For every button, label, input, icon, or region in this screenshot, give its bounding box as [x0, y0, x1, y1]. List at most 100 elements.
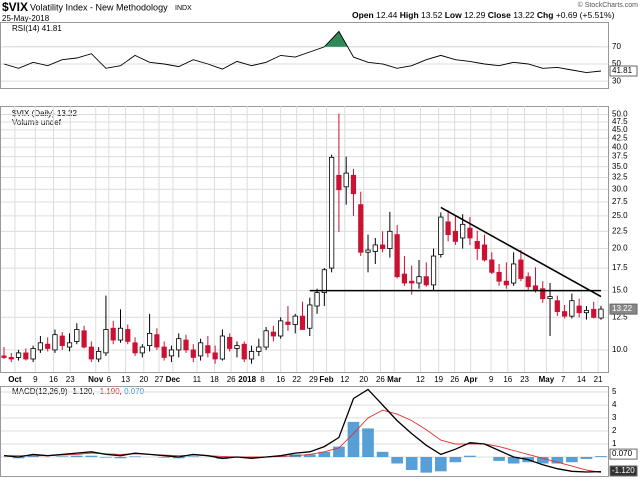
candle-body — [227, 336, 233, 349]
value: 13.52 — [421, 10, 443, 20]
candle-body — [299, 315, 306, 330]
label: Close — [488, 10, 511, 20]
x-tick-label: 14 — [577, 375, 586, 384]
x-tick-label: Mar — [387, 375, 401, 384]
x-tick-label: 11 — [193, 375, 202, 384]
date: 25-May-2018 — [2, 14, 50, 23]
rsi-overbought-area — [4, 31, 601, 47]
x-tick-label: 23 — [66, 375, 75, 384]
y-tick-label: 30.0 — [612, 184, 628, 193]
y-tick-label: 5 — [612, 387, 617, 396]
candle-body — [343, 172, 349, 188]
candle-body — [379, 244, 386, 249]
candle-body — [358, 204, 364, 253]
candle-body — [583, 310, 590, 314]
x-tick-label: 18 — [210, 375, 219, 384]
x-tick-label: Oct — [8, 375, 22, 384]
candle-body — [511, 263, 517, 284]
candle-body — [496, 271, 502, 282]
x-tick-label: 20 — [359, 375, 368, 384]
candle-body — [452, 230, 458, 242]
label: High — [400, 10, 419, 20]
candle-body — [110, 327, 116, 341]
price-label: $VIX (Daily) 13.22 — [12, 109, 77, 118]
x-tick-label: 12 — [416, 375, 425, 384]
candle-body — [314, 292, 320, 307]
candle-body — [569, 300, 575, 317]
histogram-bar — [435, 457, 447, 472]
last-value-box — [609, 465, 638, 477]
y-tick-label: 27.5 — [612, 197, 628, 206]
candle-body — [234, 345, 240, 349]
candle-body — [256, 346, 262, 352]
y-tick-label: 17.5 — [612, 263, 628, 272]
candle-body — [372, 244, 378, 252]
x-tick-label: 13 — [121, 375, 130, 384]
histogram-bar — [362, 428, 374, 458]
histogram-bar — [464, 455, 476, 458]
candle-body — [285, 321, 291, 325]
candle-body — [350, 174, 357, 195]
candle-body — [15, 352, 22, 358]
candle-body — [278, 320, 284, 337]
candle-body — [474, 241, 480, 249]
rsi-frame — [0, 22, 609, 89]
x-tick-label: 8 — [260, 375, 265, 384]
y-tick-label: 37.5 — [612, 152, 628, 161]
histogram-bar — [580, 457, 593, 459]
y-tick-label: 40.0 — [612, 142, 628, 151]
price-frame — [0, 106, 609, 373]
x-tick-label: 23 — [520, 375, 529, 384]
value: 12.44 — [376, 10, 398, 20]
rsi-line — [3, 30, 602, 74]
rsi-label: RSI(14) 41.81 — [12, 24, 62, 33]
histogram-bar — [420, 457, 433, 473]
y-tick-label: 50.0 — [612, 110, 628, 119]
candle-body — [125, 329, 131, 342]
y-tick-label: 42.5 — [612, 133, 628, 142]
histogram-bar — [493, 457, 505, 461]
x-tick-label: May — [539, 375, 555, 384]
candle-body — [212, 352, 218, 360]
candle-body — [66, 342, 73, 348]
candle-body — [401, 273, 408, 284]
y-tick-label: 15.0 — [612, 286, 628, 295]
candle-body — [547, 296, 553, 300]
histogram-bar — [129, 456, 141, 458]
candle-body — [423, 276, 429, 286]
histogram-bar — [303, 454, 316, 458]
price-last: 13.22 — [57, 109, 78, 118]
x-tick-label: Feb — [319, 375, 333, 384]
y-tick-label: 10.0 — [612, 345, 628, 354]
rsi-title: RSI(14) — [12, 24, 40, 33]
copyright: © StockCharts.com — [578, 1, 639, 9]
candle-body — [503, 280, 509, 286]
macd-line — [3, 388, 602, 473]
candle-body — [176, 338, 182, 351]
x-tick-label: 16 — [503, 375, 512, 384]
candle-body — [387, 230, 393, 249]
candle-body — [598, 308, 604, 319]
candle-body — [30, 348, 36, 360]
candle-body — [270, 331, 276, 337]
candle-body — [481, 244, 488, 261]
y-tick-label: 32.5 — [612, 173, 628, 182]
candle-body — [8, 357, 14, 360]
symbol: $VIX — [2, 0, 28, 14]
candle-body — [445, 221, 451, 236]
x-tick-label: 21 — [594, 375, 603, 384]
candle-body — [525, 276, 531, 288]
x-tick-label: 26 — [450, 375, 459, 384]
x-tick-label: 22 — [292, 375, 301, 384]
histogram-bar — [449, 457, 462, 463]
exchange: INDX — [175, 5, 192, 12]
candle-body — [365, 249, 371, 253]
x-tick-label: 29 — [309, 375, 318, 384]
histogram-bar — [187, 456, 200, 458]
candle-body — [45, 343, 51, 349]
x-tick-label: 7 — [561, 375, 566, 384]
last-value: 41.81 — [612, 66, 633, 75]
y-tick-label: 2 — [612, 426, 617, 435]
candle-body — [438, 216, 444, 255]
candle-body — [117, 327, 124, 341]
